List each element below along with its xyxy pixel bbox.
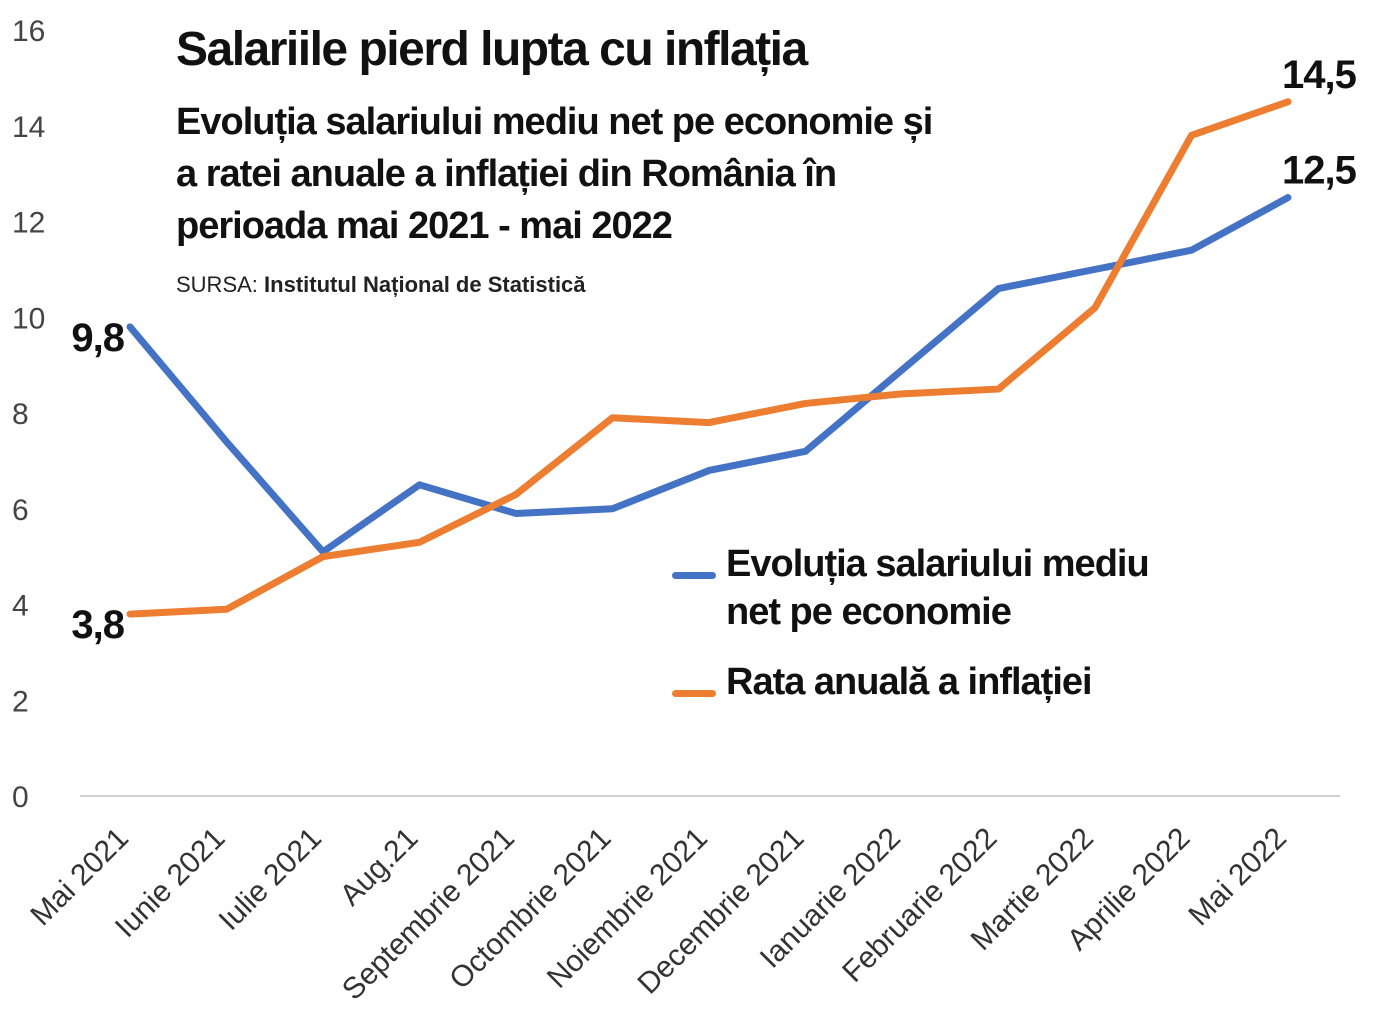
y-tick-label: 2 bbox=[12, 685, 29, 718]
y-tick-label: 14 bbox=[12, 111, 45, 144]
legend-label-inflation: Rata anuală a inflației bbox=[726, 661, 1093, 703]
y-axis-ticks: 0 2 4 6 8 10 12 14 16 bbox=[12, 15, 45, 814]
chart-title: Salariile pierd lupta cu inflația bbox=[176, 23, 808, 76]
x-tick-label: Octombrie 2021 bbox=[443, 822, 617, 996]
legend-swatch-inflation bbox=[672, 690, 716, 697]
series-lines bbox=[126, 98, 1292, 618]
x-tick-label: Decembrie 2021 bbox=[631, 822, 810, 1001]
chart-subtitle: Evoluția salariului mediu net pe economi… bbox=[176, 101, 933, 247]
x-tick-label: Aug.21 bbox=[334, 822, 425, 913]
y-tick-label: 10 bbox=[12, 302, 45, 335]
legend-item-inflation: Rata anuală a inflației bbox=[672, 658, 1166, 706]
y-tick-label: 0 bbox=[12, 781, 29, 814]
x-tick-label: Mai 2022 bbox=[1182, 822, 1293, 933]
x-tick-label: Iulie 2021 bbox=[213, 822, 328, 937]
series-line-0 bbox=[126, 194, 1292, 556]
y-tick-label: 6 bbox=[12, 494, 29, 527]
y-tick-label: 12 bbox=[12, 207, 45, 240]
data-label: 3,8 bbox=[71, 603, 124, 647]
data-label: 12,5 bbox=[1282, 149, 1357, 193]
legend-swatch-salary bbox=[672, 572, 716, 579]
y-tick-label: 8 bbox=[12, 398, 29, 431]
data-labels: 9,8 12,5 3,8 14,5 bbox=[71, 53, 1357, 647]
source-line: SURSA: Institutul Național de Statistică bbox=[176, 272, 586, 298]
data-label: 14,5 bbox=[1282, 53, 1357, 97]
legend-label-salary: Evoluția salariului mediu net pe economi… bbox=[726, 543, 1150, 633]
source-label: SURSA: bbox=[176, 272, 258, 297]
y-tick-label: 16 bbox=[12, 15, 45, 48]
legend: Evoluția salariului mediu net pe economi… bbox=[672, 540, 1166, 728]
data-label: 9,8 bbox=[71, 316, 124, 360]
y-tick-label: 4 bbox=[12, 590, 29, 623]
x-tick-label: Septembrie 2021 bbox=[336, 822, 521, 1007]
source-name: Institutul Național de Statistică bbox=[264, 272, 586, 297]
legend-item-salary: Evoluția salariului mediu net pe economi… bbox=[672, 540, 1166, 636]
series-line-1 bbox=[126, 98, 1292, 618]
